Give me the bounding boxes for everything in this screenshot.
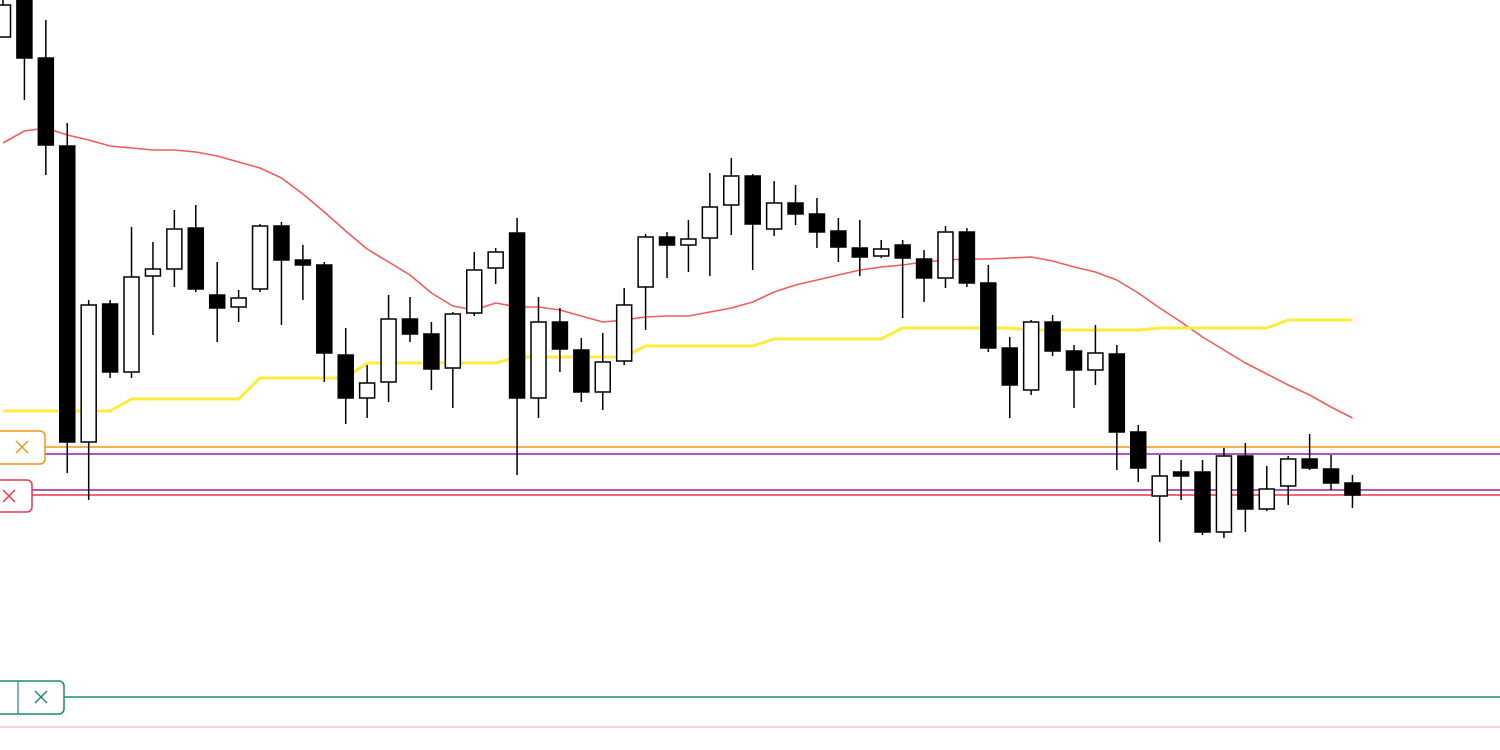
candle-body	[787, 202, 804, 215]
candle-body	[915, 258, 933, 279]
candle-body	[316, 264, 333, 354]
candle-body	[1258, 488, 1276, 510]
candle-body	[166, 228, 183, 270]
candle-body	[658, 236, 676, 246]
candle-body	[294, 259, 312, 266]
candle-body	[144, 268, 162, 277]
level-tag	[0, 479, 33, 513]
candle-body	[615, 304, 633, 362]
candle-body	[59, 145, 76, 443]
candle-body	[680, 238, 697, 246]
candle-body	[423, 333, 440, 370]
candle-body	[894, 244, 911, 259]
candle-body	[1022, 321, 1040, 391]
candle-body	[123, 276, 140, 373]
remove-icon[interactable]	[34, 690, 48, 704]
candle-body	[337, 354, 354, 399]
candle-body	[37, 57, 55, 146]
candle-body	[573, 349, 590, 393]
remove-icon[interactable]	[15, 440, 29, 454]
candle-body	[1087, 352, 1104, 371]
candle-body	[80, 304, 97, 443]
candle-body	[251, 225, 269, 290]
candle-body	[444, 313, 462, 369]
candle-body	[1322, 468, 1340, 484]
candle-body	[1344, 482, 1361, 496]
candle-body	[980, 282, 997, 349]
indicator-line	[2, 127, 1353, 419]
candle-body	[851, 247, 869, 258]
candle-body	[1065, 350, 1083, 371]
candle-body	[594, 361, 612, 393]
candle-body	[1172, 471, 1190, 477]
level-tag	[0, 680, 65, 715]
candle-body	[465, 269, 483, 314]
candle-body	[1279, 458, 1297, 487]
candle-body	[808, 213, 826, 233]
candle-body	[530, 321, 547, 399]
candle-body	[1130, 431, 1147, 469]
candle-body	[1151, 475, 1168, 497]
candle-body	[723, 175, 740, 206]
candle-body	[1108, 353, 1126, 433]
candle-body	[1215, 455, 1233, 533]
candle-body	[1001, 347, 1018, 386]
candle-body	[230, 297, 247, 308]
candle-body	[401, 318, 419, 335]
candle-body	[637, 236, 654, 288]
candle-body	[380, 318, 397, 383]
candle-body	[765, 202, 783, 230]
candle-body	[208, 294, 226, 309]
candle-body	[358, 382, 376, 399]
candle-body	[1301, 458, 1318, 469]
candle-body	[937, 231, 954, 279]
indicator-line	[3, 318, 1353, 413]
indicator-lines	[2, 127, 1353, 419]
candle-body	[551, 321, 569, 350]
candle-body	[101, 303, 119, 373]
candle-body	[872, 248, 890, 257]
candle-body	[958, 231, 976, 284]
candle-body	[487, 251, 504, 269]
candle-body	[744, 175, 761, 225]
candle-body	[701, 206, 719, 239]
price-levels	[0, 446, 1500, 728]
remove-icon[interactable]	[2, 489, 16, 503]
candle-body	[1194, 471, 1211, 533]
candles	[0, 0, 1361, 542]
candle-body	[508, 232, 526, 399]
candle-body	[1044, 321, 1061, 352]
candle-body	[830, 230, 847, 248]
level-controls	[0, 430, 65, 715]
candle-body	[16, 0, 33, 59]
candle-body	[0, 4, 12, 38]
candle-body	[273, 225, 290, 261]
candle-body	[1237, 455, 1254, 510]
candle-body	[187, 227, 205, 290]
